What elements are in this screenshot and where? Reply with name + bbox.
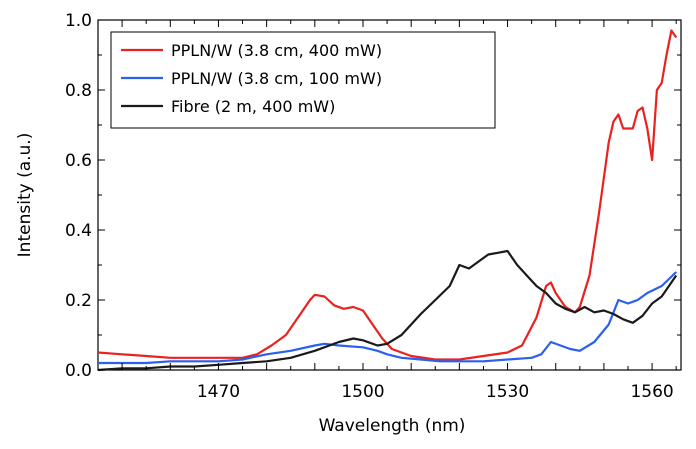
y-tick-label: 0.2 [65, 291, 92, 311]
series-line-1 [97, 29, 678, 361]
y-tick-label: 0.8 [65, 81, 92, 101]
legend-label-2: PPLN/W (3.8 cm, 100 mW) [171, 69, 382, 88]
series-line-2 [98, 271, 677, 365]
y-tick-label: 0.0 [65, 361, 92, 381]
y-axis-title: Intensity (a.u.) [15, 133, 35, 258]
y-tick-label: 0.6 [65, 151, 92, 171]
series-layer [97, 29, 678, 372]
axis-layer: 1470 1500 1530 1560 0.0 0.2 0.4 0.6 0.8 1.0 [65, 11, 681, 402]
legend: PPLN/W (3.8 cm, 400 mW) PPLN/W (3.8 cm, 1… [110, 31, 496, 129]
x-tick-label: 1470 [197, 382, 240, 402]
x-tick-label: 1560 [630, 382, 673, 402]
y-tick-label: 1.0 [65, 11, 92, 31]
x-axis-title: Wavelength (nm) [319, 416, 466, 436]
x-tick-label: 1500 [341, 382, 384, 402]
legend-box [110, 31, 496, 129]
series-line-3 [97, 249, 678, 372]
legend-label-3: Fibre (2 m, 400 mW) [171, 97, 335, 116]
y-tick-label: 0.4 [65, 221, 92, 241]
x-tick-label: 1530 [486, 382, 529, 402]
legend-label-1: PPLN/W (3.8 cm, 400 mW) [171, 41, 382, 60]
